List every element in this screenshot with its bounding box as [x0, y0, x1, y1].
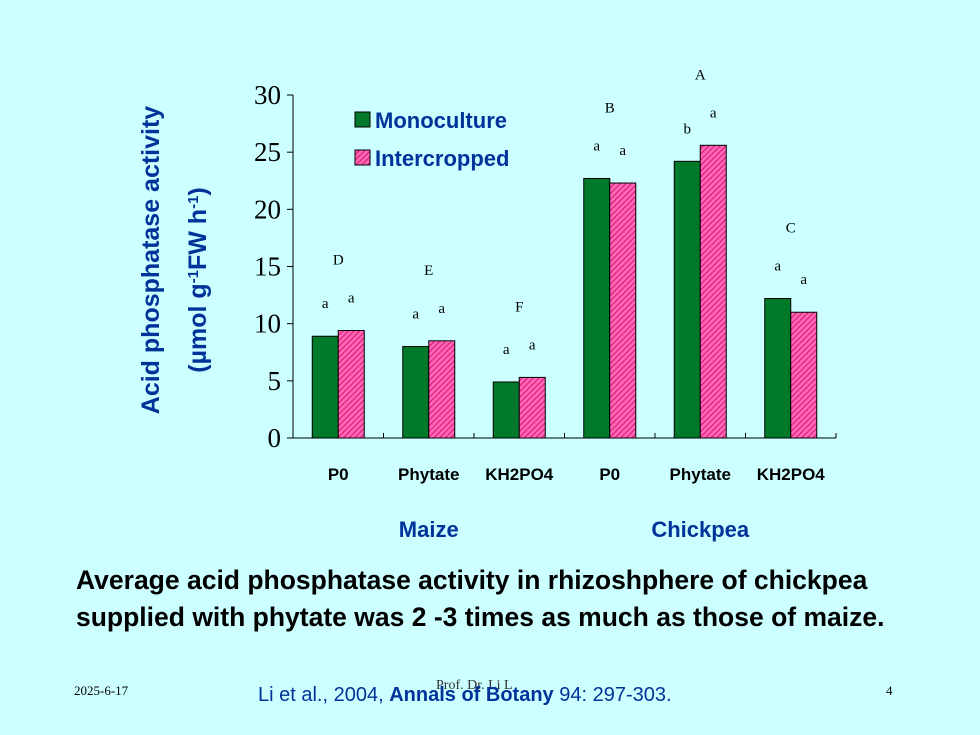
citation-journal: Annals of Botany: [389, 684, 554, 706]
y-ticks: 0 5 10 15 20 25 30: [254, 80, 293, 453]
category-significance-letter: C: [786, 221, 796, 237]
y-tick-label: 20: [254, 194, 281, 224]
page-number: 4: [886, 683, 893, 698]
significance-letters: a a Da a Ea a Fa a Bb a Aa a C: [322, 67, 808, 358]
group-label: Maize: [399, 517, 459, 542]
bar-significance-letter: a: [412, 307, 419, 323]
group-labels: Maize Chickpea: [399, 517, 750, 542]
bar-intercropped: [428, 340, 456, 439]
bars: [311, 144, 818, 439]
legend-label-monoculture: Monoculture: [375, 108, 507, 133]
bar-significance-letter: b: [684, 121, 692, 137]
y-tick-label: 10: [254, 309, 281, 339]
y-tick-label: 25: [254, 137, 281, 167]
bar-significance-letter: a: [774, 259, 781, 275]
y-tick-label: 5: [268, 366, 282, 396]
y-tick-label: 30: [254, 80, 281, 110]
citation: Li et al., 2004, Annals of Botany 94: 29…: [258, 684, 672, 707]
bar-intercropped: [790, 311, 818, 439]
citation-volume: 94: 297-303.: [553, 684, 672, 706]
bar-significance-letter: a: [348, 291, 355, 307]
footer-author: Prof. Dr. Li L: [436, 678, 513, 693]
category-label: KH2PO4: [757, 465, 826, 484]
bar-significance-letter: a: [619, 143, 626, 159]
category-label: Phytate: [398, 465, 459, 484]
y-axis-unit-label: (µmol g-1FW h-1): [184, 187, 212, 373]
footer-date: 2025-6-17: [74, 683, 129, 698]
citation-authors: Li et al., 2004,: [258, 684, 390, 706]
x-ticks: [292, 433, 837, 438]
group-label: Chickpea: [651, 517, 750, 542]
category-label: Phytate: [670, 465, 731, 484]
bar-intercropped: [609, 182, 637, 439]
category-label: KH2PO4: [485, 465, 554, 484]
category-label: P0: [599, 465, 620, 484]
category-labels: P0 Phytate KH2PO4 P0 Phytate KH2PO4: [328, 465, 825, 484]
caption: Average acid phosphatase activity in rhi…: [76, 565, 885, 632]
bar-monoculture: [673, 160, 701, 439]
bar-monoculture: [583, 177, 611, 439]
bar-significance-letter: a: [503, 342, 510, 358]
bar-monoculture: [492, 381, 520, 439]
y-axis-label: Acid phosphatase activity: [137, 106, 165, 415]
category-significance-letter: B: [605, 100, 615, 116]
bar-monoculture: [764, 298, 792, 439]
legend-swatch-monoculture: [354, 111, 371, 128]
legend-label-intercropped: Intercropped: [375, 146, 509, 171]
bar-chart: Acid phosphatase activity (µmol g-1FW h-…: [137, 67, 837, 542]
bar-intercropped: [699, 144, 727, 439]
category-significance-letter: D: [333, 253, 344, 269]
bar-significance-letter: a: [529, 337, 536, 353]
bar-significance-letter: a: [710, 105, 717, 121]
y-tick-label: 15: [254, 252, 281, 282]
legend-swatch-intercropped: [354, 149, 371, 166]
bar-intercropped: [337, 330, 365, 439]
category-significance-letter: F: [515, 299, 523, 315]
y-tick-label: 0: [268, 423, 282, 453]
bar-monoculture: [402, 346, 430, 439]
bar-significance-letter: a: [438, 301, 445, 317]
legend: Monoculture Intercropped: [354, 108, 509, 171]
bar-significance-letter: a: [593, 138, 600, 154]
category-significance-letter: A: [695, 67, 706, 83]
bar-intercropped: [518, 376, 546, 439]
bar-significance-letter: a: [800, 272, 807, 288]
category-label: P0: [328, 465, 349, 484]
bar-significance-letter: a: [322, 296, 329, 312]
category-significance-letter: E: [424, 263, 433, 279]
bar-monoculture: [311, 335, 339, 439]
